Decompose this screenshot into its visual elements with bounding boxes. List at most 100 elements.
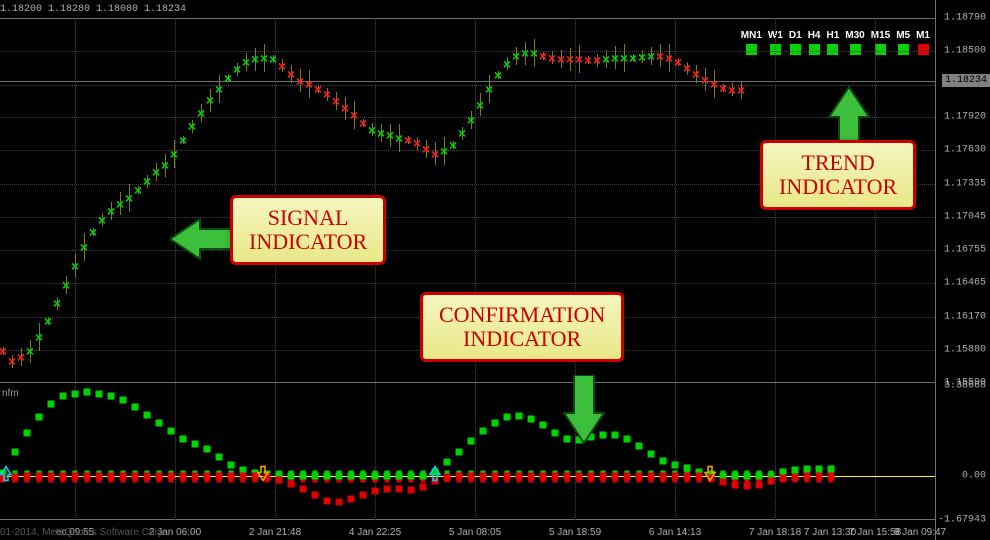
signal-marker: × — [377, 125, 385, 141]
x-tick-label: 6 Jan 14:13 — [649, 527, 701, 538]
gridline-v — [275, 18, 276, 520]
confirmation-red-dot — [468, 472, 475, 479]
confirmation-green-dot — [60, 393, 67, 400]
timeframe-box — [850, 44, 861, 55]
confirmation-red-dot — [684, 472, 691, 479]
signal-marker: × — [251, 51, 259, 67]
confirmation-green-dot — [120, 397, 127, 404]
signal-marker: × — [386, 127, 394, 143]
confirmation-green-dot — [672, 461, 679, 468]
y-tick-label: -1.67943 — [938, 515, 986, 526]
y-tick-label: 1.18790 — [944, 13, 986, 24]
sub-indicator-chart[interactable] — [0, 386, 935, 520]
signal-marker: × — [71, 258, 79, 274]
gridline-h — [0, 250, 935, 251]
timeframe-box — [746, 44, 757, 55]
confirmation-red-dot — [60, 472, 67, 479]
signal-marker: × — [134, 182, 142, 198]
x-tick-label: 5 Jan 18:59 — [549, 527, 601, 538]
signal-marker: × — [224, 70, 232, 86]
signal-marker: × — [584, 52, 592, 68]
gridline-h — [0, 217, 935, 218]
gridline-v — [475, 18, 476, 520]
confirmation-red-dot — [288, 480, 295, 487]
signal-marker: × — [278, 58, 286, 74]
confirmation-red-dot — [444, 473, 451, 480]
confirmation-red-dot — [816, 472, 823, 479]
signal-marker: × — [467, 112, 475, 128]
callout-trend: TRENDINDICATOR — [760, 140, 916, 210]
confirmation-red-dot — [396, 485, 403, 492]
signal-marker: × — [566, 51, 574, 67]
confirmation-red-dot — [720, 479, 727, 486]
signal-marker: × — [359, 115, 367, 131]
signal-marker: × — [431, 146, 439, 162]
confirmation-green-dot — [144, 411, 151, 418]
confirmation-green-dot — [72, 390, 79, 397]
signal-marker: × — [512, 48, 520, 64]
signal-marker: × — [422, 141, 430, 157]
x-tick-label: 7 Jan 18:18 — [749, 527, 801, 538]
signal-marker: × — [260, 50, 268, 66]
signal-marker: × — [179, 132, 187, 148]
confirmation-red-dot — [204, 472, 211, 479]
signal-marker: × — [494, 67, 502, 83]
confirmation-green-dot — [480, 427, 487, 434]
signal-marker: × — [620, 50, 628, 66]
signal-marker: × — [287, 66, 295, 82]
confirmation-red-dot — [360, 492, 367, 499]
confirmation-green-dot — [360, 472, 367, 479]
signal-marker: × — [701, 72, 709, 88]
timeframe-label: D1 — [789, 30, 802, 41]
confirmation-red-dot — [744, 483, 751, 490]
signal-marker: × — [197, 105, 205, 121]
confirmation-green-dot — [504, 414, 511, 421]
signal-marker: × — [611, 50, 619, 66]
timeframe-box — [790, 44, 801, 55]
signal-marker: × — [458, 125, 466, 141]
signal-marker: × — [629, 50, 637, 66]
confirmation-red-dot — [336, 499, 343, 506]
confirmation-green-dot — [756, 472, 763, 479]
signal-marker: × — [656, 48, 664, 64]
y-tick-label: 1.16755 — [944, 245, 986, 256]
confirmation-green-dot — [456, 448, 463, 455]
confirmation-red-dot — [36, 472, 43, 479]
signal-marker: × — [575, 51, 583, 67]
confirmation-red-dot — [96, 472, 103, 479]
signal-marker: × — [539, 48, 547, 64]
confirmation-green-dot — [636, 443, 643, 450]
signal-marker: × — [305, 76, 313, 92]
signal-marker: × — [161, 157, 169, 173]
confirmation-red-dot — [540, 472, 547, 479]
confirmation-red-dot — [156, 472, 163, 479]
confirmation-red-dot — [120, 472, 127, 479]
confirmation-red-dot — [72, 472, 79, 479]
confirmation-red-dot — [576, 472, 583, 479]
confirmation-green-dot — [516, 413, 523, 420]
confirmation-green-dot — [228, 461, 235, 468]
x-tick-label: 8 Jan 09:47 — [894, 527, 946, 538]
signal-marker: × — [206, 92, 214, 108]
signal-marker: × — [323, 86, 331, 102]
signal-marker: × — [89, 224, 97, 240]
confirmation-red-dot — [600, 472, 607, 479]
signal-marker: × — [737, 82, 745, 98]
confirmation-green-dot — [528, 415, 535, 422]
signal-marker: × — [719, 80, 727, 96]
signal-marker: × — [98, 212, 106, 228]
confirmation-green-dot — [348, 472, 355, 479]
x-tick-label: 2 Jan 21:48 — [249, 527, 301, 538]
confirmation-red-dot — [480, 472, 487, 479]
y-tick-label: 3.38668 — [944, 381, 986, 392]
confirmation-red-dot — [732, 481, 739, 488]
signal-marker: × — [548, 50, 556, 66]
signal-marker: × — [602, 51, 610, 67]
signal-marker: × — [332, 93, 340, 109]
signal-marker: × — [683, 60, 691, 76]
y-tick-label: 1.16465 — [944, 278, 986, 289]
signal-marker: × — [314, 81, 322, 97]
confirmation-green-dot — [552, 430, 559, 437]
copyright-text: 01-2014, MetaQuotes Software Corp. — [0, 527, 166, 538]
confirmation-red-dot — [132, 472, 139, 479]
